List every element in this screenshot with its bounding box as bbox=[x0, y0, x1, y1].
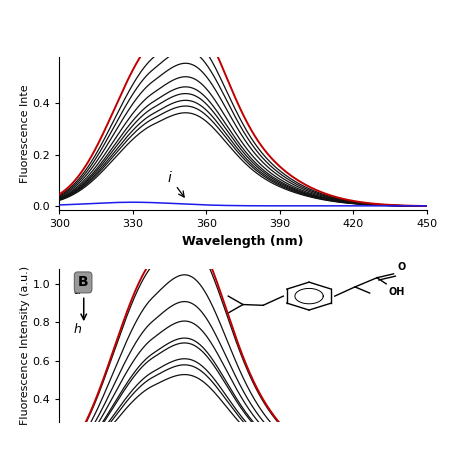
X-axis label: Wavelength (nm): Wavelength (nm) bbox=[182, 235, 304, 248]
Text: O: O bbox=[397, 262, 405, 273]
Y-axis label: Fluorescence Inte: Fluorescence Inte bbox=[20, 84, 30, 183]
Text: OH: OH bbox=[388, 287, 404, 297]
Text: a: a bbox=[74, 284, 82, 297]
Y-axis label: Fluorescence Intensity (a.u.): Fluorescence Intensity (a.u.) bbox=[20, 265, 30, 425]
Text: h: h bbox=[74, 323, 82, 337]
Text: $i$: $i$ bbox=[167, 170, 184, 197]
Text: B: B bbox=[78, 275, 89, 290]
